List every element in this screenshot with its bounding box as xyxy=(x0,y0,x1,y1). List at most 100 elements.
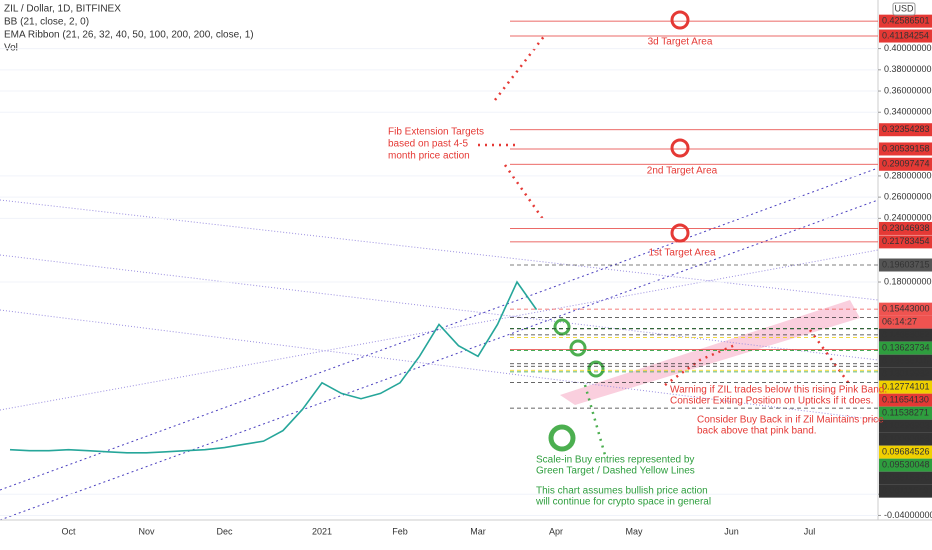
price-label-bg xyxy=(879,484,932,498)
price-label-bg xyxy=(879,393,932,407)
trend-line xyxy=(0,199,879,301)
price-label: 0.10060658 xyxy=(882,434,930,444)
x-tick-label: Jul xyxy=(804,526,816,536)
price-label: 0.14658052 xyxy=(882,330,930,340)
y-tick-label: 0.28000000 xyxy=(884,170,932,180)
annotation: Green Target / Dashed Yellow Lines xyxy=(536,466,695,477)
header: ZIL / Dollar, 1D, BITFINEX xyxy=(4,4,121,15)
buy-target xyxy=(548,424,576,452)
price-label: 0.19603715 xyxy=(882,259,930,269)
x-tick-label: May xyxy=(625,526,643,536)
trend-line xyxy=(0,167,879,491)
target xyxy=(670,138,690,158)
buy-target xyxy=(553,318,571,336)
y-tick-label: 0.18000000 xyxy=(884,276,932,286)
annotation: Warning if ZIL trades below this rising … xyxy=(670,385,887,396)
price-label-bg xyxy=(879,380,932,394)
price-label-bg xyxy=(879,29,932,43)
annotation: 1st Target Area xyxy=(648,248,716,259)
annotation: 3d Target Area xyxy=(648,37,713,48)
price-label: 0.13019982 xyxy=(882,369,930,379)
buy-target xyxy=(569,339,587,357)
annotation: back above that pink band. xyxy=(697,426,817,437)
price-label-bg xyxy=(879,258,932,272)
annotation: month price action xyxy=(388,151,470,162)
price-label-bg xyxy=(879,432,932,446)
arrow xyxy=(583,384,607,456)
price-label: 0.12774101 xyxy=(882,382,930,392)
pink-band xyxy=(560,300,860,405)
annotation: Consider Exiting Position on Upticks if … xyxy=(670,396,873,407)
price-label: 0.08515870 xyxy=(882,473,930,483)
price-label-bg xyxy=(879,341,932,355)
price-label: 0.32354283 xyxy=(882,124,930,134)
annotation: This chart assumes bullish price action xyxy=(536,486,708,497)
currency-bg xyxy=(892,2,916,16)
trend-line xyxy=(0,199,879,521)
price-label-bg xyxy=(879,406,932,420)
y-tick-label: 0.38000000 xyxy=(884,64,932,74)
price-label-bg xyxy=(879,445,932,459)
x-tick-label: 2021 xyxy=(312,526,332,536)
price-label: 0.09684526 xyxy=(882,447,930,457)
header: BB (21, close, 2, 0) xyxy=(4,17,89,28)
price-label: 0.11538271 xyxy=(882,408,929,418)
price-label-bg xyxy=(879,235,932,249)
price-label-bg xyxy=(879,123,932,137)
price-label-bg xyxy=(879,458,932,472)
price-label-bg xyxy=(879,328,932,342)
buy-target xyxy=(587,360,605,378)
annotation: 2nd Target Area xyxy=(647,166,718,177)
annotation: Fib Extension Targets xyxy=(388,127,484,138)
x-tick-label: Oct xyxy=(61,526,76,536)
price-line xyxy=(9,280,538,454)
target xyxy=(670,10,690,30)
x-tick-label: Dec xyxy=(216,526,233,536)
price-label-bg xyxy=(879,142,932,156)
price-label-bg xyxy=(879,14,932,28)
price-label: 0.10296903 xyxy=(882,421,930,431)
y-tick-label: 0.34000000 xyxy=(884,107,932,117)
x-tick-label: Nov xyxy=(138,526,155,536)
annotation: will continue for crypto space in genera… xyxy=(535,497,711,508)
countdown: 06:14:27 xyxy=(882,317,917,327)
countdown-bg xyxy=(879,315,932,329)
decor xyxy=(0,0,932,521)
arrow xyxy=(664,343,736,387)
price-label-bg xyxy=(879,471,932,485)
currency: USD xyxy=(894,3,914,13)
price-label: 0.29097474 xyxy=(882,159,930,169)
y-tick-label: 0.40000000 xyxy=(884,43,932,53)
price-label-bg xyxy=(879,302,932,316)
x-tick-label: Jun xyxy=(724,526,739,536)
annotation: Scale-in Buy entries represented by xyxy=(536,455,694,466)
price-label-bg xyxy=(879,157,932,171)
y-tick-label: -0.04000000 xyxy=(884,510,932,520)
trend-line xyxy=(0,254,879,361)
price-label-bg xyxy=(879,367,932,381)
x-tick-label: Apr xyxy=(549,526,563,536)
x-tick-label: Mar xyxy=(470,526,486,536)
annotation: based on past 4-5 xyxy=(388,139,468,150)
header: EMA Ribbon (21, 26, 32, 40, 50, 100, 200… xyxy=(4,30,254,41)
price-label: 0.21783454 xyxy=(882,236,930,246)
price-label: 0.06111649 xyxy=(882,486,928,496)
arrow xyxy=(808,329,852,386)
price-label: 0.13623734 xyxy=(882,343,930,353)
price-label: 0.23046938 xyxy=(882,223,930,233)
price-label: 0.41184254 xyxy=(882,30,929,40)
x-tick-label: Feb xyxy=(392,526,408,536)
price-label: 0.15443000 xyxy=(882,304,930,314)
annotation: Consider Buy Back in if Zil Maintains pr… xyxy=(697,415,884,426)
y-tick-label: 0.36000000 xyxy=(884,85,932,95)
price-label: 0.30539158 xyxy=(882,143,930,153)
price-label: 0.42586501 xyxy=(882,16,930,26)
trend-line xyxy=(0,309,879,421)
price-label-bg xyxy=(879,419,932,433)
price-label-bg xyxy=(879,354,932,368)
price-label: 0.13585115 xyxy=(882,356,929,366)
price-label: 0.11654130 xyxy=(882,395,929,405)
y-tick-label: 0.24000000 xyxy=(884,213,932,223)
